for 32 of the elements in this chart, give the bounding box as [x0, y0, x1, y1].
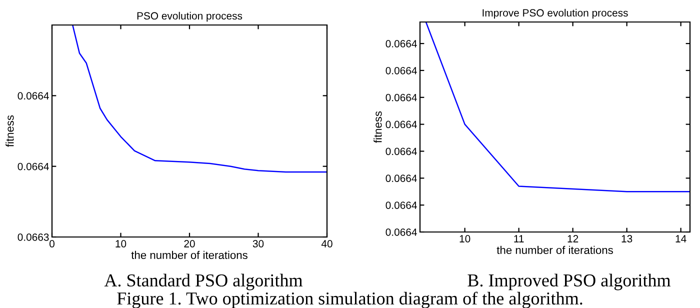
y-tick-label: 0.0664: [386, 66, 417, 74]
caption: Figure 1. Two optimization simulation diagram of the algorithm.: [117, 292, 582, 308]
y-tick-label: 0.0664: [386, 120, 417, 128]
x-tick-label: 11: [514, 235, 524, 242]
x-tick-label: 14: [676, 235, 686, 242]
x-axis-title: the number of iterations: [131, 250, 248, 260]
chart-title: Improve PSO evolution process: [482, 8, 628, 19]
y-tick-label: 0.0664: [386, 228, 417, 236]
x-tick-label: 12: [568, 235, 578, 242]
x-tick-label: 20: [184, 240, 195, 248]
text: B. Improved PSO algorithm: [468, 274, 671, 290]
x-tick-label: 10: [460, 235, 470, 242]
x-tick-label: 10: [116, 240, 126, 248]
x-axis-title: the number of iterations: [496, 246, 613, 254]
text: A. Standard PSO algorithm: [104, 274, 303, 290]
x-tick-label: 13: [622, 235, 632, 242]
x-tick-label: 30: [252, 240, 264, 248]
y-axis-title: fitness: [374, 111, 382, 143]
y-tick-label: 0.0664: [18, 162, 49, 170]
y-tick-label: 0.0664: [386, 174, 417, 182]
x-tick-label: 40: [321, 240, 332, 248]
chart-title: PSO evolution process: [137, 12, 242, 22]
y-tick-label: 0.0664: [386, 202, 417, 209]
line-series: [425, 22, 690, 192]
y-tick-label: 0.0664: [18, 92, 49, 100]
y-tick-label: 0.0664: [386, 94, 417, 102]
y-tick-label: 0.0664: [386, 40, 417, 48]
x-tick-label: 0: [50, 240, 54, 248]
y-axis-title: fitness: [6, 115, 14, 147]
line-series: [72, 25, 327, 173]
y-tick-label: 0.0664: [386, 148, 417, 156]
y-tick-label: 0.0663: [18, 234, 49, 241]
